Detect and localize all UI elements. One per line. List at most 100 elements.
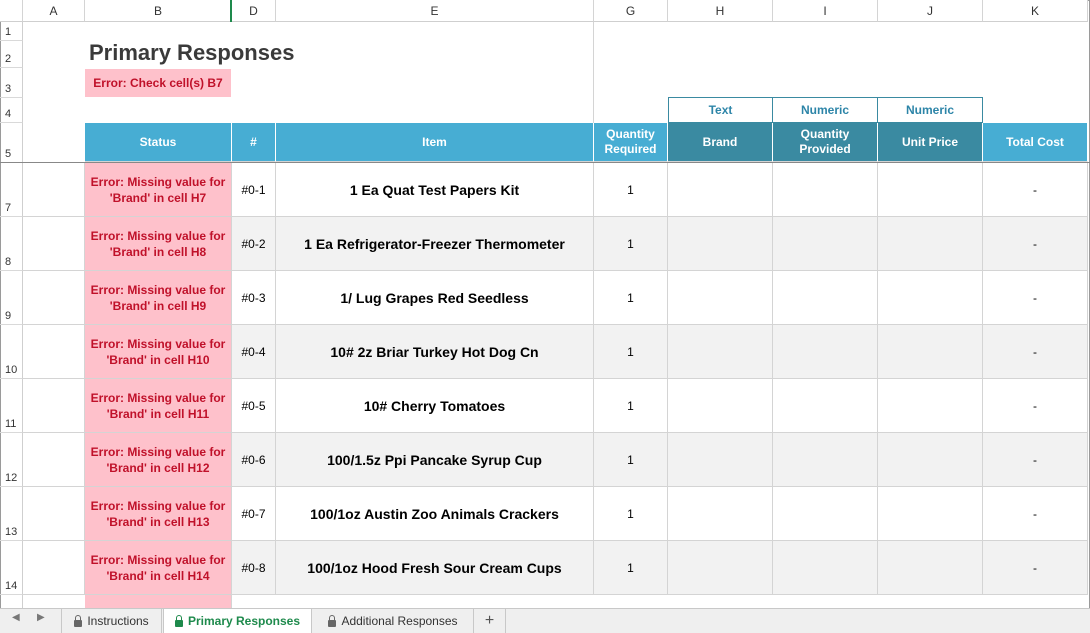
- row-header-4[interactable]: 4: [0, 98, 23, 123]
- brand-input-cell[interactable]: [668, 379, 773, 433]
- total-cost-cell[interactable]: -: [983, 217, 1088, 271]
- status-cell[interactable]: Error: Missing value for 'Brand' in cell…: [85, 271, 232, 325]
- status-cell[interactable]: Error: Missing value for 'Brand' in cell…: [85, 163, 232, 217]
- unit-price-input-cell[interactable]: [878, 541, 983, 595]
- error-banner[interactable]: Error: Check cell(s) B7: [85, 69, 231, 97]
- item-cell[interactable]: 10# Cherry Tomatoes: [276, 379, 594, 433]
- col-a-cell[interactable]: [23, 541, 85, 595]
- row-header-10[interactable]: 10: [0, 325, 23, 379]
- header-status[interactable]: Status: [85, 123, 232, 162]
- col-header-e[interactable]: E: [276, 0, 594, 22]
- col-header-i[interactable]: I: [773, 0, 878, 22]
- partial-status-cell[interactable]: [85, 595, 232, 608]
- total-cost-cell[interactable]: -: [983, 325, 1088, 379]
- header-number[interactable]: #: [232, 123, 276, 162]
- status-cell[interactable]: Error: Missing value for 'Brand' in cell…: [85, 217, 232, 271]
- quantity-required-cell[interactable]: 1: [594, 487, 668, 541]
- item-cell[interactable]: 1/ Lug Grapes Red Seedless: [276, 271, 594, 325]
- total-cost-cell[interactable]: -: [983, 541, 1088, 595]
- col-a-cell[interactable]: [23, 487, 85, 541]
- col-a-cell[interactable]: [23, 379, 85, 433]
- row-header-5[interactable]: 5: [0, 123, 23, 163]
- unit-price-input-cell[interactable]: [878, 325, 983, 379]
- quantity-provided-input-cell[interactable]: [773, 217, 878, 271]
- brand-input-cell[interactable]: [668, 163, 773, 217]
- item-cell[interactable]: 10# 2z Briar Turkey Hot Dog Cn: [276, 325, 594, 379]
- status-cell[interactable]: Error: Missing value for 'Brand' in cell…: [85, 379, 232, 433]
- row-header-3[interactable]: 3: [0, 68, 23, 98]
- row-header-9[interactable]: 9: [0, 271, 23, 325]
- row-header-15[interactable]: [0, 595, 23, 608]
- number-cell[interactable]: #0-8: [232, 541, 276, 595]
- col-header-h[interactable]: H: [668, 0, 773, 22]
- item-cell[interactable]: 100/1oz Austin Zoo Animals Crackers: [276, 487, 594, 541]
- unit-price-input-cell[interactable]: [878, 271, 983, 325]
- number-cell[interactable]: #0-1: [232, 163, 276, 217]
- row-header-1[interactable]: 1: [0, 22, 23, 41]
- unit-price-input-cell[interactable]: [878, 217, 983, 271]
- corner-cell[interactable]: [0, 0, 23, 22]
- prev-sheet-button[interactable]: ◀: [12, 612, 20, 623]
- total-cost-cell[interactable]: -: [983, 271, 1088, 325]
- status-cell[interactable]: Error: Missing value for 'Brand' in cell…: [85, 325, 232, 379]
- quantity-required-cell[interactable]: 1: [594, 379, 668, 433]
- row-header-14[interactable]: 14: [0, 541, 23, 595]
- brand-input-cell[interactable]: [668, 487, 773, 541]
- header-quantity-required[interactable]: Quantity Required: [594, 123, 668, 162]
- quantity-provided-input-cell[interactable]: [773, 379, 878, 433]
- item-cell[interactable]: 1 Ea Quat Test Papers Kit: [276, 163, 594, 217]
- tab-primary-responses[interactable]: Primary Responses: [163, 609, 312, 633]
- quantity-provided-input-cell[interactable]: [773, 487, 878, 541]
- col-header-g[interactable]: G: [594, 0, 668, 22]
- quantity-provided-input-cell[interactable]: [773, 433, 878, 487]
- status-cell[interactable]: Error: Missing value for 'Brand' in cell…: [85, 433, 232, 487]
- row-header-2[interactable]: 2: [0, 41, 23, 68]
- tab-additional-responses[interactable]: Additional Responses: [313, 609, 474, 633]
- number-cell[interactable]: #0-7: [232, 487, 276, 541]
- number-cell[interactable]: #0-5: [232, 379, 276, 433]
- brand-input-cell[interactable]: [668, 433, 773, 487]
- col-header-d[interactable]: D: [232, 0, 276, 22]
- col-a-cell[interactable]: [23, 433, 85, 487]
- header-item[interactable]: Item: [276, 123, 594, 162]
- row-header-8[interactable]: 8: [0, 217, 23, 271]
- add-sheet-button[interactable]: +: [474, 609, 506, 633]
- brand-input-cell[interactable]: [668, 271, 773, 325]
- status-cell[interactable]: Error: Missing value for 'Brand' in cell…: [85, 487, 232, 541]
- quantity-required-cell[interactable]: 1: [594, 433, 668, 487]
- total-cost-cell[interactable]: -: [983, 433, 1088, 487]
- header-brand[interactable]: Brand: [668, 123, 773, 162]
- tab-instructions[interactable]: Instructions: [61, 609, 162, 633]
- quantity-provided-input-cell[interactable]: [773, 163, 878, 217]
- row-header-7[interactable]: 7: [0, 163, 23, 217]
- row-header-13[interactable]: 13: [0, 487, 23, 541]
- item-cell[interactable]: 100/1oz Hood Fresh Sour Cream Cups: [276, 541, 594, 595]
- unit-price-input-cell[interactable]: [878, 163, 983, 217]
- header-quantity-provided[interactable]: Quantity Provided: [773, 123, 878, 162]
- total-cost-cell[interactable]: -: [983, 163, 1088, 217]
- quantity-required-cell[interactable]: 1: [594, 271, 668, 325]
- quantity-provided-input-cell[interactable]: [773, 325, 878, 379]
- number-cell[interactable]: #0-6: [232, 433, 276, 487]
- quantity-provided-input-cell[interactable]: [773, 541, 878, 595]
- col-header-k[interactable]: K: [983, 0, 1088, 22]
- unit-price-input-cell[interactable]: [878, 487, 983, 541]
- col-a-cell[interactable]: [23, 163, 85, 217]
- quantity-required-cell[interactable]: 1: [594, 163, 668, 217]
- total-cost-cell[interactable]: -: [983, 487, 1088, 541]
- item-cell[interactable]: 1 Ea Refrigerator-Freezer Thermometer: [276, 217, 594, 271]
- brand-input-cell[interactable]: [668, 325, 773, 379]
- frozen-divider[interactable]: [230, 0, 232, 22]
- row-header-12[interactable]: 12: [0, 433, 23, 487]
- total-cost-cell[interactable]: -: [983, 379, 1088, 433]
- quantity-provided-input-cell[interactable]: [773, 271, 878, 325]
- item-cell[interactable]: 100/1.5z Ppi Pancake Syrup Cup: [276, 433, 594, 487]
- partial-row[interactable]: [232, 595, 1088, 608]
- brand-input-cell[interactable]: [668, 541, 773, 595]
- next-sheet-button[interactable]: ▶: [37, 612, 45, 623]
- col-header-b[interactable]: B: [85, 0, 232, 22]
- row-header-11[interactable]: 11: [0, 379, 23, 433]
- unit-price-input-cell[interactable]: [878, 433, 983, 487]
- number-cell[interactable]: #0-3: [232, 271, 276, 325]
- status-cell[interactable]: Error: Missing value for 'Brand' in cell…: [85, 541, 232, 595]
